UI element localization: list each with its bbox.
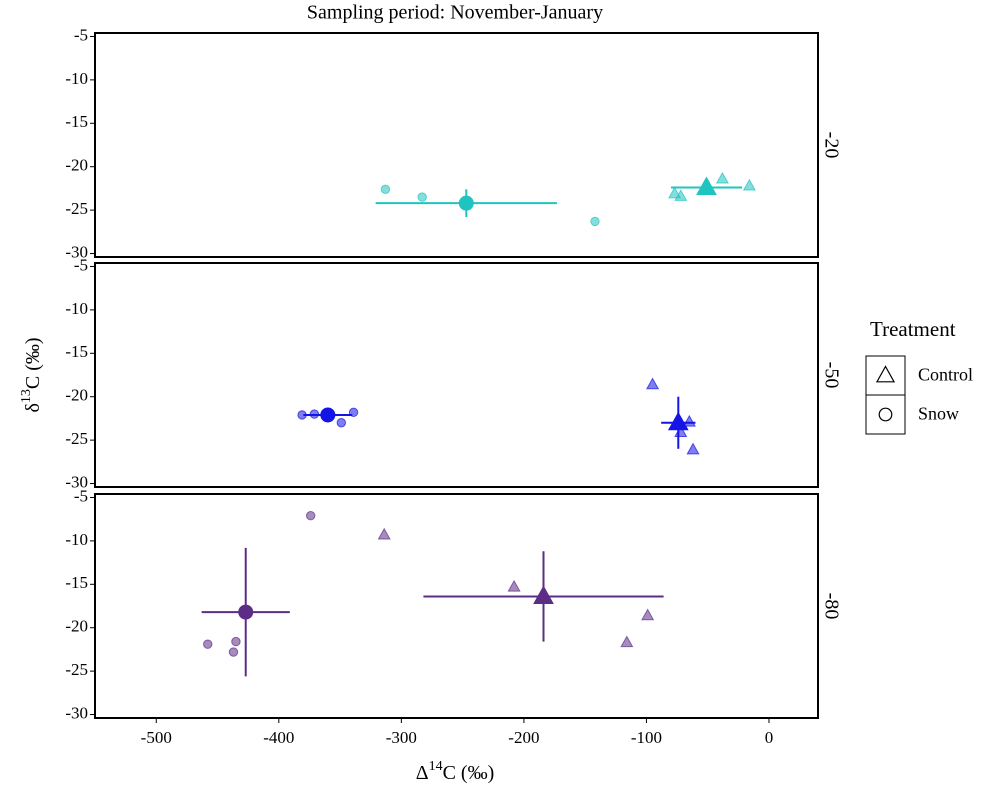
mean-point — [458, 195, 474, 211]
y-tick-label: -25 — [65, 660, 88, 679]
panel-frame — [94, 32, 819, 258]
point — [507, 579, 521, 592]
mean-point — [667, 411, 689, 431]
point — [203, 639, 213, 649]
point — [231, 636, 241, 647]
y-tick-label: -10 — [65, 299, 88, 318]
x-tick-label: -500 — [141, 728, 172, 747]
y-tick-label: -25 — [65, 199, 88, 218]
y-tick-label: -20 — [65, 617, 88, 636]
y-tick-label: -10 — [65, 530, 88, 549]
y-tick-label: -15 — [65, 573, 88, 592]
legend-label: Control — [918, 365, 973, 385]
x-label-sup: 14 — [429, 759, 443, 774]
panel-frame — [94, 262, 819, 488]
point — [686, 442, 700, 455]
y-tick-label: -5 — [74, 486, 88, 505]
point — [641, 608, 655, 621]
point — [742, 178, 756, 191]
legend-title: Treatment — [870, 317, 956, 341]
legend-symbol — [875, 365, 896, 383]
y-label-prefix: δ — [22, 403, 44, 412]
y-tick-label: -20 — [65, 386, 88, 405]
x-tick-label: -100 — [631, 728, 662, 747]
panel-label: -80 — [820, 593, 842, 620]
y-axis-label: δ13C (‰) — [19, 337, 43, 412]
panel-label: -50 — [820, 362, 842, 389]
point — [674, 189, 688, 201]
y-tick-label: -30 — [65, 472, 88, 491]
point — [228, 647, 239, 657]
legend-label: Snow — [918, 404, 959, 424]
point — [377, 527, 391, 540]
point — [620, 635, 634, 648]
x-tick-label: -300 — [386, 728, 417, 747]
point — [590, 216, 600, 227]
mean-point — [696, 176, 717, 196]
x-label-suffix: C (‰) — [443, 762, 495, 784]
y-tick-label: -10 — [65, 69, 88, 88]
chart-title: Sampling period: November-January — [307, 2, 603, 24]
y-tick-label: -30 — [65, 703, 88, 722]
y-tick-label: -25 — [65, 429, 88, 448]
point — [715, 171, 729, 184]
x-axis-label: Δ14C (‰) — [416, 759, 495, 783]
y-label-sup: 13 — [19, 389, 34, 403]
x-label-prefix: Δ — [416, 762, 429, 784]
legend-key — [865, 355, 906, 396]
point — [380, 184, 391, 194]
legend-symbol — [878, 407, 893, 422]
legend-key — [865, 394, 906, 435]
panel-frame — [94, 493, 819, 719]
y-tick-label: -5 — [74, 25, 88, 44]
point — [305, 511, 316, 521]
mean-point — [533, 585, 554, 604]
point — [336, 418, 347, 428]
y-tick-label: -15 — [65, 342, 88, 361]
point — [646, 377, 660, 390]
x-tick-label: -200 — [508, 728, 539, 747]
x-tick-label: 0 — [765, 728, 774, 747]
y-tick-label: -30 — [65, 242, 88, 261]
mean-point — [320, 407, 336, 423]
y-tick-label: -15 — [65, 112, 88, 131]
x-tick-label: -400 — [263, 728, 294, 747]
y-tick-label: -5 — [74, 255, 88, 274]
y-tick-label: -20 — [65, 156, 88, 175]
panel-label: -20 — [820, 132, 842, 159]
point — [417, 192, 427, 202]
y-label-suffix: C (‰) — [22, 337, 44, 389]
mean-point — [238, 604, 254, 620]
